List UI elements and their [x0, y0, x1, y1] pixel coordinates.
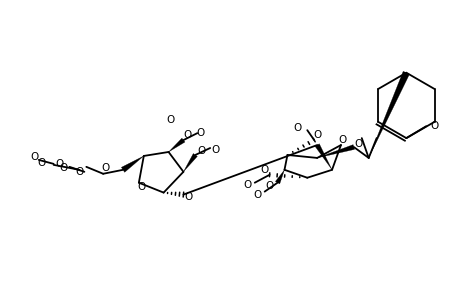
Text: O: O — [354, 139, 362, 149]
Text: O: O — [75, 167, 84, 177]
Text: O: O — [292, 123, 301, 133]
Text: O: O — [243, 180, 252, 190]
Text: O: O — [166, 115, 174, 125]
Polygon shape — [317, 145, 354, 158]
Text: O: O — [260, 165, 268, 175]
Text: O: O — [211, 145, 219, 155]
Polygon shape — [168, 138, 185, 152]
Text: O: O — [338, 135, 346, 145]
Text: O: O — [101, 163, 109, 173]
Text: O: O — [137, 182, 146, 192]
Text: O: O — [31, 152, 39, 162]
Text: O: O — [38, 158, 46, 168]
Text: O: O — [196, 128, 204, 138]
Polygon shape — [121, 156, 144, 172]
Text: O: O — [56, 159, 64, 169]
Polygon shape — [368, 71, 409, 158]
Text: O: O — [253, 190, 261, 200]
Text: O: O — [429, 121, 437, 131]
Polygon shape — [314, 144, 331, 170]
Text: O: O — [313, 130, 321, 140]
Polygon shape — [275, 170, 284, 184]
Text: O: O — [184, 192, 192, 202]
Text: O: O — [59, 163, 67, 173]
Text: O: O — [265, 181, 273, 191]
Polygon shape — [183, 154, 197, 172]
Text: O: O — [183, 130, 191, 140]
Text: O: O — [197, 146, 205, 156]
